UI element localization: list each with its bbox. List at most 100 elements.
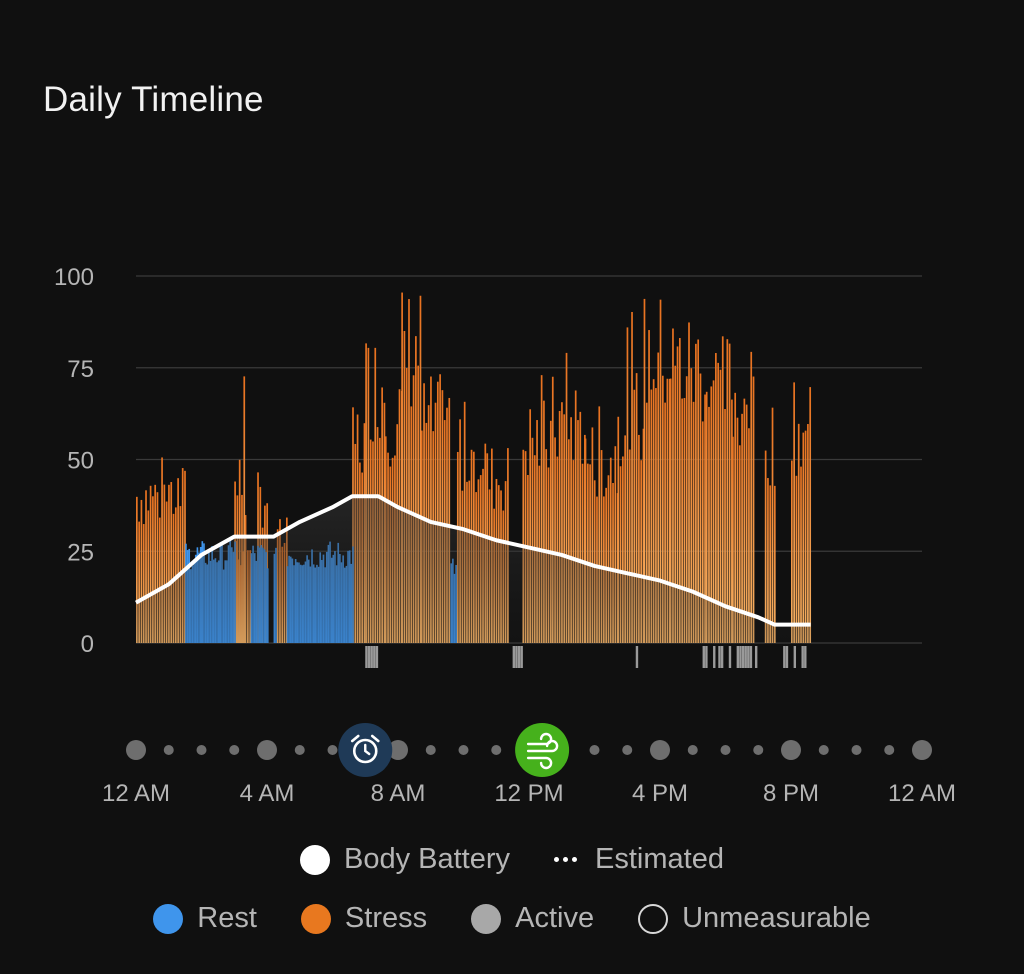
active-bar bbox=[744, 646, 747, 668]
stress-bar bbox=[771, 407, 774, 643]
stress-bar bbox=[793, 382, 795, 643]
legend-label: Estimated bbox=[595, 843, 724, 875]
stress-bar bbox=[551, 376, 554, 643]
stress-bar bbox=[591, 427, 594, 643]
stress-bar bbox=[448, 397, 451, 643]
stress-bar bbox=[635, 373, 638, 643]
stress-bar bbox=[797, 423, 800, 643]
stress-bar bbox=[678, 338, 681, 643]
stress-bar bbox=[549, 420, 552, 643]
stress-bar bbox=[540, 375, 543, 643]
stress-bar bbox=[704, 394, 706, 643]
stress-bar bbox=[593, 480, 596, 643]
stress-bar bbox=[674, 365, 677, 643]
stress-bar bbox=[529, 409, 532, 643]
stress-bar bbox=[415, 336, 417, 643]
stress-bar bbox=[554, 437, 556, 643]
stress-bar bbox=[664, 402, 666, 643]
stress-bar bbox=[436, 381, 439, 643]
stress-bar bbox=[577, 420, 579, 643]
rest-swatch bbox=[153, 903, 184, 934]
stress-bar bbox=[748, 428, 750, 643]
stress-bar bbox=[561, 402, 563, 643]
active-bar bbox=[749, 646, 753, 668]
stress-bar bbox=[688, 322, 690, 643]
active-bar bbox=[705, 646, 708, 668]
y-tick-label: 50 bbox=[67, 448, 94, 475]
stress-bar bbox=[732, 436, 734, 643]
stress-bar bbox=[631, 311, 633, 643]
stress-bar bbox=[668, 378, 671, 643]
stress-bar bbox=[767, 478, 769, 643]
stress-bar bbox=[622, 456, 624, 643]
legend-row-2: Rest Stress Active Unmeasurable bbox=[0, 902, 1024, 935]
stress-bar bbox=[655, 388, 657, 643]
timeline-dot bbox=[687, 745, 698, 755]
legend-label: Stress bbox=[344, 902, 428, 934]
stress-bar bbox=[145, 490, 147, 643]
active-bar bbox=[702, 646, 705, 668]
stress-bar bbox=[669, 378, 672, 643]
active-bar bbox=[718, 646, 721, 668]
stress-bar bbox=[617, 416, 620, 643]
legend-estimated: Estimated bbox=[554, 843, 724, 876]
body-battery-line bbox=[135, 494, 811, 627]
stress-bar bbox=[156, 492, 159, 643]
active-bar bbox=[512, 646, 516, 668]
daily-timeline-chart[interactable]: 0 25 50 75 100 12 AM 4 AM 8 AM 12 PM 4 PM 8 PM 12 … bbox=[0, 0, 1024, 820]
stress-bar bbox=[743, 398, 746, 643]
stress-segment-17 bbox=[669, 322, 706, 643]
stress-bar bbox=[619, 466, 622, 643]
stress-bar bbox=[177, 478, 179, 643]
stress-bar bbox=[609, 457, 612, 643]
timeline-major-dot bbox=[257, 740, 277, 760]
active-segment-4 bbox=[783, 646, 807, 668]
stress-swatch bbox=[300, 903, 331, 934]
legend-active: Active bbox=[471, 902, 594, 935]
stress-bar bbox=[666, 378, 669, 643]
stress-bar bbox=[598, 406, 601, 643]
stress-bar bbox=[648, 330, 650, 643]
stress-bar bbox=[439, 374, 441, 643]
stress-bar bbox=[736, 417, 739, 643]
active-bar bbox=[739, 646, 742, 668]
stress-bar bbox=[795, 475, 798, 643]
stress-bar bbox=[612, 483, 614, 643]
timeline-dot bbox=[589, 745, 600, 755]
stress-bar bbox=[692, 401, 695, 643]
stress-bar bbox=[605, 487, 607, 643]
stress-bar bbox=[804, 430, 807, 643]
active-bar bbox=[713, 646, 716, 668]
alarm-hands bbox=[364, 743, 371, 756]
page-title: Daily Timeline bbox=[43, 80, 264, 119]
legend-label: Unmeasurable bbox=[682, 902, 871, 934]
stress-segment-15 bbox=[617, 311, 645, 643]
stress-bar bbox=[184, 470, 186, 643]
active-bar bbox=[793, 646, 797, 668]
stress-bar bbox=[652, 379, 655, 643]
active-bar bbox=[375, 646, 379, 668]
x-tick-label: 8 AM bbox=[371, 780, 426, 807]
stress-bar bbox=[430, 376, 432, 643]
stress-bar bbox=[584, 438, 587, 643]
stress-bar bbox=[712, 380, 715, 643]
timeline-dot bbox=[491, 745, 502, 755]
stress-bar bbox=[563, 414, 566, 643]
legend-stress: Stress bbox=[300, 902, 428, 935]
stress-bar bbox=[769, 485, 772, 643]
stress-bar bbox=[408, 299, 410, 643]
active-bar bbox=[373, 646, 376, 668]
alarm-bell-left bbox=[350, 734, 360, 743]
legend-rest: Rest bbox=[153, 902, 257, 935]
timeline-dot bbox=[884, 745, 895, 755]
stress-bar bbox=[614, 446, 617, 643]
legend-row-1: Body Battery Estimated bbox=[0, 843, 1024, 876]
stress-bar bbox=[721, 336, 724, 643]
stress-bar bbox=[719, 369, 722, 643]
stress-bar bbox=[676, 346, 679, 643]
stress-bar bbox=[809, 387, 812, 643]
active-bar bbox=[801, 646, 804, 668]
active-bar bbox=[736, 646, 740, 668]
timeline-dot bbox=[458, 745, 469, 755]
stress-bar bbox=[800, 466, 802, 643]
